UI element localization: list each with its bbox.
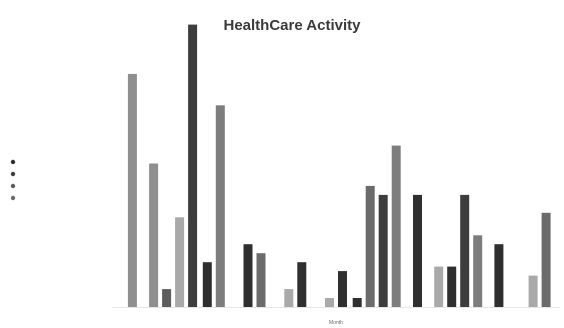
bar-series-4 <box>413 194 422 307</box>
bar-series-4 <box>202 262 212 307</box>
bar-series-3 <box>284 289 294 307</box>
legend-marker <box>10 159 16 165</box>
bar-series-4 <box>447 266 457 307</box>
bar-series-6 <box>188 24 198 307</box>
bar-series-5 <box>256 253 266 307</box>
bar-series-4 <box>494 244 504 307</box>
bar-series-group <box>127 24 551 308</box>
bar-series-1 <box>149 163 159 307</box>
bar-series-4 <box>352 298 362 307</box>
bar-series-6 <box>378 194 388 307</box>
legend-marker <box>10 183 16 189</box>
bar-series-2 <box>162 289 172 307</box>
bar-series-1 <box>127 73 137 308</box>
bar-series-5 <box>365 185 375 307</box>
bar-series-4 <box>297 262 307 307</box>
bar-series-4 <box>243 244 253 307</box>
bar-series-7 <box>473 235 483 307</box>
bar-series-4 <box>338 271 347 307</box>
legend-marker <box>10 195 16 201</box>
chart-title: HealthCare Activity <box>224 17 362 34</box>
bar-series-3 <box>528 275 538 307</box>
legend-marker <box>10 171 16 177</box>
bar-series-3 <box>325 298 334 307</box>
bar-series-3 <box>175 217 185 307</box>
bar-series-7 <box>391 145 401 307</box>
bar-series-3 <box>434 266 444 307</box>
x-axis-title: Month <box>329 320 343 326</box>
legend <box>10 159 16 201</box>
bar-series-7 <box>215 105 225 308</box>
bar-series-6 <box>460 194 470 307</box>
bar-series-5 <box>541 212 551 307</box>
